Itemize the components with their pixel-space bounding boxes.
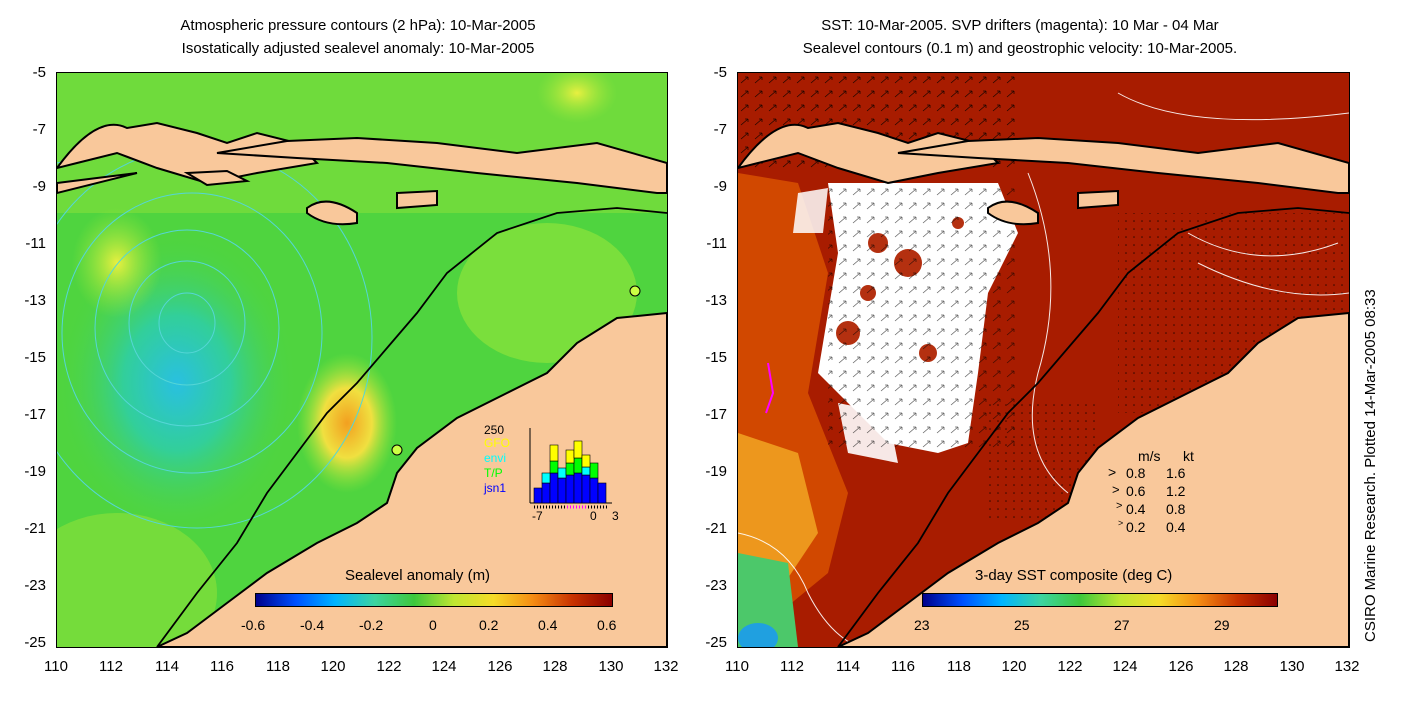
right-cb-label-1: 25	[1014, 617, 1030, 633]
left-colorbar	[255, 593, 613, 607]
velocity-legend: m/s kt > 0.8 1.6 > 0.6 1.2 > 0.4 0.8 > 0…	[1108, 448, 1228, 538]
inset-legend-jsn1: jsn1	[484, 481, 507, 495]
left-xtick: 112	[99, 658, 123, 675]
left-ytick: -19	[24, 463, 46, 480]
inset-xlabel-left: -7	[532, 509, 543, 523]
sst-map	[738, 73, 1349, 647]
left-colorbar-title: Sealevel anomaly (m)	[345, 567, 491, 584]
right-ytick: -25	[705, 634, 727, 651]
right-map-panel: m/s kt > 0.8 1.6 > 0.6 1.2 > 0.4 0.8 > 0…	[737, 72, 1350, 648]
left-title-line1: Atmospheric pressure contours (2 hPa): 1…	[180, 17, 536, 34]
right-ytick: -21	[705, 520, 727, 537]
left-map-panel: 250 GFO envi T/P jsn1	[56, 72, 668, 648]
velocity-legend-kt-header: kt	[1183, 448, 1194, 464]
arrow-icon: >	[1108, 464, 1117, 480]
left-xtick: 130	[598, 658, 624, 675]
right-xtick: 110	[725, 658, 749, 675]
right-xtick: 112	[780, 658, 804, 675]
right-xtick: 130	[1279, 658, 1305, 675]
right-ytick: -9	[713, 178, 727, 195]
velocity-legend-kt: 1.6	[1166, 465, 1186, 481]
left-ytick: -13	[24, 292, 46, 309]
right-cb-label-2: 27	[1114, 617, 1130, 633]
sealevel-anomaly-map	[57, 73, 667, 647]
left-ytick: -23	[24, 577, 46, 594]
left-xtick: 120	[320, 658, 346, 675]
left-xtick: 110	[44, 658, 68, 675]
arrow-icon: >	[1116, 500, 1123, 512]
left-cb-label-6: 0.6	[597, 617, 617, 633]
left-cb-label-1: -0.4	[300, 617, 325, 633]
right-ytick: -11	[706, 235, 727, 252]
inset-xlabel-right: 3	[612, 509, 619, 523]
left-title-line2: Isostatically adjusted sealevel anomaly:…	[181, 40, 535, 57]
left-xtick: 114	[155, 658, 179, 675]
left-ytick: -7	[32, 121, 46, 138]
velocity-legend-ms: 0.6	[1126, 483, 1146, 499]
left-ytick: -17	[24, 406, 46, 423]
left-cb-label-5: 0.4	[538, 617, 558, 633]
right-xtick: 122	[1057, 658, 1083, 675]
right-xtick: 128	[1223, 658, 1249, 675]
right-xtick: 114	[836, 658, 860, 675]
right-xtick: 132	[1334, 658, 1360, 675]
left-xtick: 128	[542, 658, 568, 675]
left-cb-label-4: 0.2	[479, 617, 499, 633]
right-xtick: 120	[1001, 658, 1027, 675]
right-ytick: -5	[713, 64, 727, 81]
right-xtick: 116	[891, 658, 915, 675]
right-xtick: 124	[1112, 658, 1138, 675]
inset-xlabel-mid: 0	[590, 509, 597, 523]
left-xtick: 118	[266, 658, 290, 675]
left-ytick: -9	[32, 178, 46, 195]
velocity-legend-ms: 0.4	[1126, 501, 1146, 517]
left-xtick: 124	[431, 658, 457, 675]
credit-text: CSIRO Marine Research. Plotted 14-Mar-20…	[1362, 289, 1379, 642]
right-ytick: -19	[705, 463, 727, 480]
left-ytick: -11	[25, 235, 46, 252]
right-xtick: 126	[1168, 658, 1194, 675]
right-ytick: -15	[705, 349, 727, 366]
inset-legend-tp: T/P	[484, 466, 503, 480]
altimeter-inset: 250 GFO envi T/P jsn1	[462, 423, 642, 543]
inset-legend-envi: envi	[484, 451, 507, 465]
arrow-icon: >	[1118, 518, 1124, 528]
right-ytick: -17	[705, 406, 727, 423]
right-cb-label-0: 23	[914, 617, 930, 633]
right-title-line1: SST: 10-Mar-2005. SVP drifters (magenta)…	[821, 17, 1219, 34]
inset-bars	[529, 428, 612, 509]
velocity-legend-ms-header: m/s	[1138, 448, 1161, 464]
left-xtick: 122	[376, 658, 402, 675]
left-xtick: 126	[487, 658, 513, 675]
right-ytick: -13	[705, 292, 727, 309]
inset-legend-gfo: GFO	[484, 436, 510, 450]
left-ytick: -5	[32, 64, 46, 81]
right-xtick: 118	[947, 658, 971, 675]
right-ytick: -23	[705, 577, 727, 594]
left-cb-label-0: -0.6	[241, 617, 266, 633]
inset-ymax-label: 250	[484, 423, 505, 437]
left-xtick: 116	[210, 658, 234, 675]
velocity-legend-kt: 1.2	[1166, 483, 1186, 499]
left-ytick: -15	[24, 349, 46, 366]
left-ytick: -21	[24, 520, 46, 537]
velocity-legend-ms: 0.8	[1126, 465, 1146, 481]
right-ytick: -7	[713, 121, 727, 138]
left-xtick: 132	[653, 658, 679, 675]
left-cb-label-2: -0.2	[359, 617, 384, 633]
velocity-legend-kt: 0.8	[1166, 501, 1186, 517]
right-cb-label-3: 29	[1214, 617, 1230, 633]
right-colorbar	[922, 593, 1278, 607]
velocity-legend-kt: 0.4	[1166, 519, 1186, 535]
arrow-icon: >	[1112, 482, 1120, 497]
left-ytick: -25	[24, 634, 46, 651]
right-colorbar-title: 3-day SST composite (deg C)	[975, 567, 1173, 584]
right-title-line2: Sealevel contours (0.1 m) and geostrophi…	[802, 40, 1238, 57]
left-cb-label-3: 0	[429, 617, 437, 633]
velocity-legend-ms: 0.2	[1126, 519, 1146, 535]
